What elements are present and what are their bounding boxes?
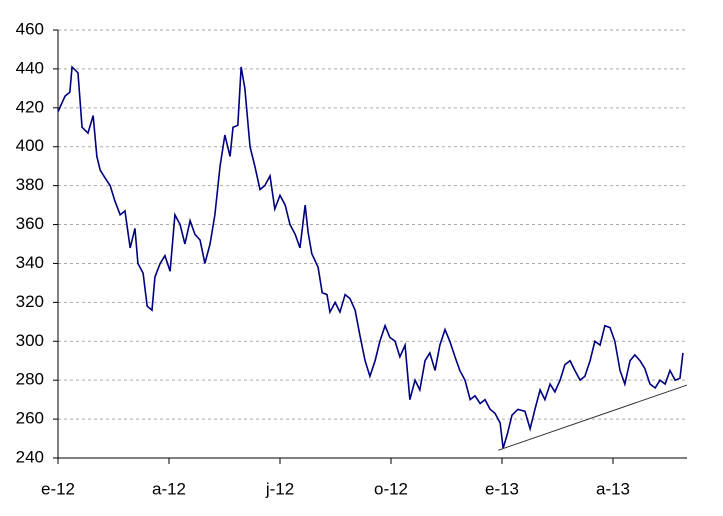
x-tick-label: o-12 [374,479,408,498]
y-tick-label: 260 [16,409,44,428]
trend-line [498,384,688,451]
x-tick-label: a-12 [152,479,186,498]
y-tick-label: 340 [16,253,44,272]
x-tick-label: j-12 [265,479,294,498]
y-tick-label: 460 [16,19,44,38]
y-tick-label: 280 [16,370,44,389]
x-tick-label: e-13 [485,479,519,498]
x-tick-label: e-12 [41,479,75,498]
y-tick-label: 300 [16,331,44,350]
price-line [57,65,684,449]
y-tick-label: 400 [16,136,44,155]
x-tick-label: a-13 [596,479,630,498]
y-tick-label: 420 [16,97,44,116]
y-tick-label: 320 [16,292,44,311]
y-tick-label: 380 [16,175,44,194]
y-tick-label: 240 [16,447,44,466]
y-tick-label: 360 [16,214,44,233]
y-tick-label: 440 [16,58,44,77]
